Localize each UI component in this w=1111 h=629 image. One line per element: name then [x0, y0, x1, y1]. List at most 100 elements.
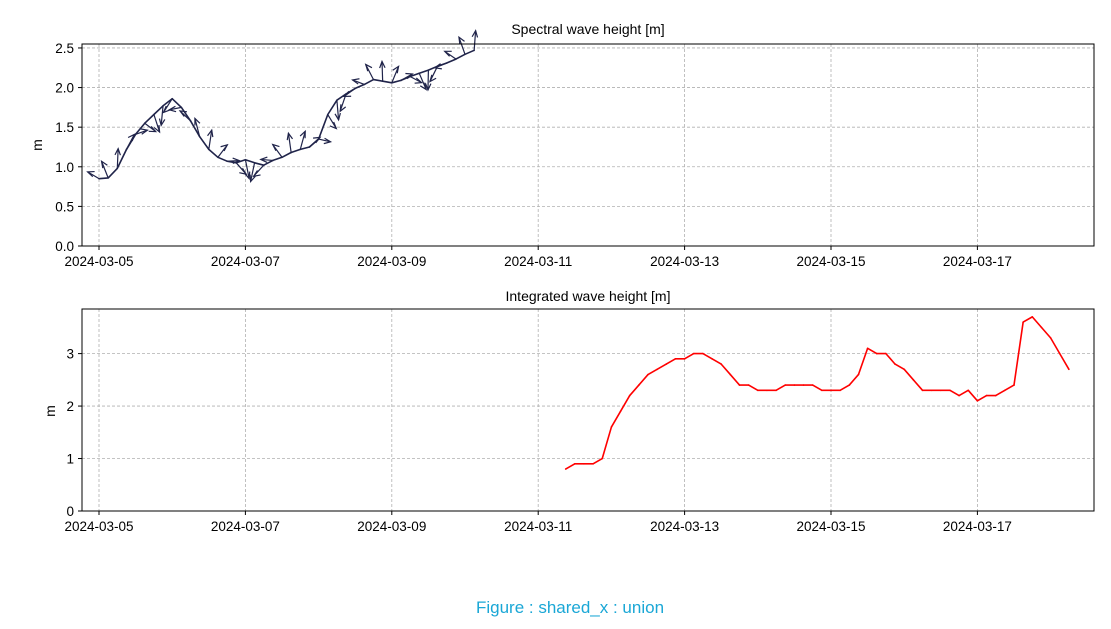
data-point: [226, 160, 228, 163]
data-point: [574, 462, 576, 465]
ticks: 2024-03-05 2024-03-07 2024-03-09 2024-03-11…: [64, 347, 1011, 534]
data-point: [253, 162, 256, 164]
data-point: [647, 373, 649, 376]
arrow-head: [220, 143, 229, 152]
axes-frame: [81, 308, 1095, 512]
arrow-head: [178, 110, 188, 117]
data-point: [336, 99, 338, 102]
x-tick-label: 2024-03-09: [357, 519, 426, 534]
arrow-head: [249, 174, 256, 184]
data-point: [839, 389, 841, 392]
arrow-head: [194, 117, 201, 126]
arrow-head: [364, 63, 373, 72]
wave-direction-arrow: [250, 162, 256, 182]
x-tick-label: 2024-03-15: [796, 519, 865, 534]
data-point: [345, 93, 347, 95]
arrow-head: [299, 129, 306, 139]
data-point: [134, 133, 137, 136]
data-point: [326, 113, 329, 116]
arrow-head: [329, 121, 338, 130]
data-point: [903, 368, 905, 371]
arrow-head: [419, 82, 428, 91]
x-tick-label: 2024-03-07: [211, 519, 280, 534]
x-tick-label: 2024-03-11: [504, 519, 572, 534]
data-point: [738, 384, 741, 386]
arrow-head: [342, 90, 352, 98]
data-point: [391, 82, 393, 84]
y-tick-label: 1.0: [55, 160, 74, 175]
wave-direction-arrow: [116, 148, 119, 169]
data-point: [299, 148, 302, 151]
data-point: [427, 69, 430, 71]
y-tick-label: 2.0: [55, 81, 74, 96]
data-point: [1022, 321, 1024, 323]
data-point: [757, 389, 759, 392]
data-point: [317, 138, 320, 140]
arrow-head: [443, 50, 452, 57]
data-point: [711, 358, 713, 360]
data-point: [400, 79, 402, 82]
data-point: [665, 363, 668, 365]
x-tick-label: 2024-03-13: [650, 519, 719, 534]
panel-title: Integrated wave height [m]: [506, 288, 671, 304]
data-point: [281, 156, 283, 159]
arrow-head: [428, 74, 437, 83]
data-point: [692, 352, 695, 355]
integrated-wave-height-panel: Integrated wave height [m] m 2024-03-05 2…: [42, 288, 1095, 534]
arrow-head: [271, 143, 280, 152]
data-point: [683, 358, 686, 360]
arrow-head: [392, 65, 400, 74]
wave-direction-arrow: [227, 159, 240, 162]
wave-direction-arrow: [260, 158, 273, 162]
data-point: [994, 394, 997, 397]
data-point: [262, 164, 265, 166]
arrow-head: [351, 78, 360, 85]
data-point: [747, 384, 750, 386]
grid: [82, 44, 1094, 247]
arrow-head: [433, 63, 442, 70]
data-point: [171, 97, 173, 100]
data-point: [656, 368, 658, 371]
y-axis-label: m: [42, 405, 58, 417]
series-line: [98, 49, 475, 180]
data-point: [610, 426, 613, 428]
data-point: [583, 462, 585, 465]
data-point: [564, 468, 567, 470]
data-point: [720, 363, 722, 365]
arrow-head: [86, 170, 95, 178]
data-point: [455, 58, 457, 60]
data-point: [674, 358, 677, 360]
arrow-head: [424, 83, 432, 92]
data-point: [464, 53, 466, 56]
arrow-head: [244, 171, 251, 180]
data-point: [912, 379, 915, 381]
arrow-head: [140, 128, 149, 135]
arrow-head: [379, 59, 386, 69]
arrow-head: [167, 105, 177, 113]
data-point: [784, 384, 787, 386]
plot-area: [86, 29, 479, 184]
data-point: [857, 373, 860, 376]
data-point: [180, 106, 183, 109]
arrow-head: [323, 137, 333, 145]
data-point: [153, 113, 155, 116]
data-point: [473, 49, 475, 52]
data-point: [436, 65, 439, 67]
ticks: 2024-03-05 2024-03-07 2024-03-09 2024-03-11…: [55, 41, 1012, 269]
y-tick-label: 1.5: [55, 120, 74, 135]
y-tick-label: 1: [66, 452, 74, 467]
wave-direction-arrow: [153, 114, 161, 133]
y-tick-label: 2: [66, 399, 74, 414]
data-point: [921, 389, 924, 392]
data-point: [244, 158, 247, 161]
arrow-head: [334, 112, 341, 122]
wave-direction-arrow: [160, 105, 164, 126]
y-tick-label: 3: [66, 347, 74, 362]
data-point: [875, 352, 878, 355]
series-line: [565, 316, 1070, 470]
data-point: [802, 384, 805, 386]
arrow-head: [286, 131, 294, 141]
data-point: [766, 389, 768, 392]
x-tick-label: 2024-03-07: [211, 254, 280, 269]
arrow-head: [339, 104, 347, 113]
